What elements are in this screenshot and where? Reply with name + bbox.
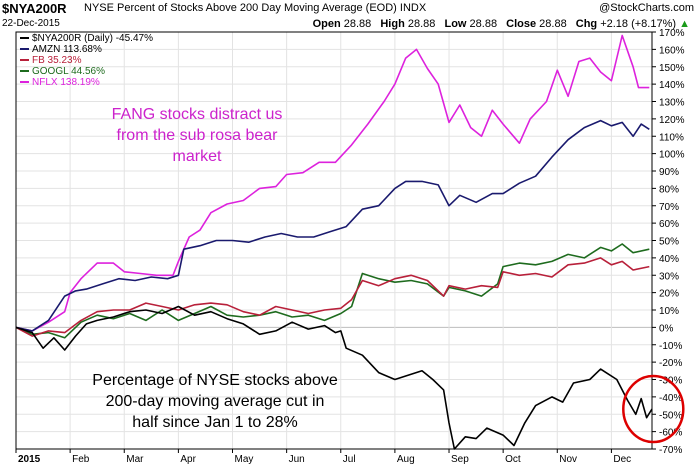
y-tick-label: -50% — [659, 410, 682, 421]
y-tick-label: 10% — [659, 306, 679, 317]
chg-value: +2.18 (+8.17%) — [600, 18, 677, 30]
series-line-fb — [15, 257, 650, 337]
y-tick-label: 170% — [659, 28, 685, 39]
y-tick-label: -20% — [659, 358, 682, 369]
y-tick-label: -10% — [659, 341, 682, 352]
x-tick-label: Sep — [451, 454, 469, 465]
y-tick-label: 100% — [659, 150, 685, 161]
x-tick-label: Jul — [343, 454, 356, 465]
nyse-annotation-line-1: Percentage of NYSE stocks above — [92, 372, 338, 389]
series-line-nflx — [15, 34, 650, 332]
x-axis: 2015 Feb Mar Apr May Jun Jul Aug Sep Oct Nov Dec — [15, 449, 631, 465]
nyse-annotation-line-3: half since Jan 1 to 28% — [132, 414, 298, 431]
plot-frame — [15, 31, 653, 450]
low-value: 28.88 — [469, 18, 498, 30]
nyse-annotation: Percentage of NYSE stocks above 200-day … — [70, 370, 360, 433]
nyse-annotation-line-2: 200-day moving average cut in — [105, 393, 325, 410]
legend-swatch-fb — [20, 59, 29, 62]
legend-label-amzn: AMZN 113.68% — [32, 44, 102, 55]
y-tick-label: 60% — [659, 219, 679, 230]
chart-header: $NYA200R NYSE Percent of Stocks Above 20… — [0, 0, 700, 17]
high-value: 28.88 — [407, 18, 436, 30]
y-tick-label: 0% — [659, 323, 674, 334]
y-tick-label: -70% — [659, 445, 682, 456]
low-label: Low — [444, 18, 467, 30]
y-tick-label: 140% — [659, 80, 685, 91]
series-line-amzn — [15, 119, 650, 332]
series-line-nya200r — [15, 305, 653, 450]
chg-up-arrow-icon: ▲ — [679, 18, 690, 30]
quote-bar: 22-Dec-2015 Open 28.88 High 28.88 Low 28… — [0, 17, 700, 31]
legend-label-nya200r: $NYA200R (Daily) -45.47% — [32, 33, 153, 44]
legend-label-nflx: NFLX 138.19% — [32, 77, 100, 88]
chart-date: 22-Dec-2015 — [2, 18, 60, 29]
legend-swatch-amzn — [20, 48, 29, 51]
legend-swatch-nflx — [20, 81, 29, 84]
x-tick-label: Apr — [180, 454, 196, 465]
y-tick-label: 80% — [659, 184, 679, 195]
fang-annotation-line-1: FANG stocks distract us — [111, 106, 283, 123]
symbol-title: $NYA200R — [2, 1, 67, 16]
y-tick-label: -60% — [659, 428, 682, 439]
x-tick-label: Nov — [559, 454, 577, 465]
high-label: High — [380, 18, 405, 30]
y-tick-label: 130% — [659, 98, 685, 109]
y-tick-label: 30% — [659, 271, 679, 282]
highlight-circle — [622, 374, 685, 444]
y-tick-label: 110% — [659, 132, 684, 143]
x-tick-label: Aug — [397, 454, 415, 465]
x-tick-label: Oct — [505, 454, 521, 465]
x-tick-label: Dec — [613, 454, 631, 465]
series-line-googl — [15, 243, 650, 339]
legend-swatch-googl — [20, 70, 29, 73]
legend-label-fb: FB 35.23% — [32, 55, 82, 66]
x-tick-label: 2015 — [18, 454, 41, 465]
y-tick-label: 120% — [659, 115, 685, 126]
y-axis: -70%-60%-50%-40%-30%-20%-10%0%10%20%30%4… — [652, 28, 685, 456]
y-tick-label: 160% — [659, 45, 685, 56]
ohlc-readout: Open 28.88 High 28.88 Low 28.88 Close 28… — [313, 18, 690, 30]
x-tick-label: May — [235, 454, 254, 465]
symbol-description: NYSE Percent of Stocks Above 200 Day Mov… — [84, 2, 427, 14]
legend-item-googl: GOOGL 44.56% — [20, 66, 153, 77]
legend-item-fb: FB 35.23% — [20, 55, 153, 66]
legend-label-googl: GOOGL 44.56% — [32, 66, 105, 77]
y-tick-label: 50% — [659, 237, 679, 248]
close-value: 28.88 — [539, 18, 567, 30]
y-tick-label: 70% — [659, 202, 679, 213]
fang-annotation-line-3: market — [172, 148, 222, 165]
y-tick-label: -40% — [659, 393, 682, 404]
legend: $NYA200R (Daily) -45.47% AMZN 113.68% FB… — [20, 33, 153, 88]
y-tick-label: 20% — [659, 289, 679, 300]
stockcharts-logo: @StockCharts.com — [599, 2, 694, 14]
close-label: Close — [506, 18, 537, 30]
open-label: Open — [312, 18, 341, 30]
chg-label: Chg — [575, 18, 598, 30]
legend-item-nya200r: $NYA200R (Daily) -45.47% — [20, 33, 153, 44]
x-tick-label: Jun — [289, 454, 305, 465]
fang-annotation: FANG stocks distract us from the sub ros… — [92, 104, 302, 167]
x-tick-label: Feb — [72, 454, 90, 465]
open-value: 28.88 — [343, 18, 372, 30]
legend-swatch-nya200r — [20, 37, 29, 40]
x-tick-label: Mar — [126, 454, 144, 465]
y-tick-label: 90% — [659, 167, 679, 178]
y-tick-label: 40% — [659, 254, 679, 265]
fang-annotation-line-2: from the sub rosa bear — [116, 127, 278, 144]
legend-item-nflx: NFLX 138.19% — [20, 77, 153, 88]
series-lines — [15, 34, 653, 450]
y-tick-label: 150% — [659, 63, 685, 74]
legend-item-amzn: AMZN 113.68% — [20, 44, 153, 55]
